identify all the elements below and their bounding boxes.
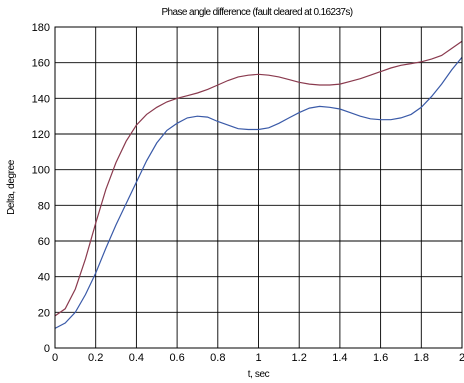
series-line-1 — [54, 40, 463, 317]
x-tick-label: 0.8 — [210, 352, 225, 364]
x-tick-labels: 0 0.2 0.4 0.6 0.8 1 1.2 1.4 1.6 1.8 2 — [52, 352, 464, 364]
y-tick-label: 80 — [38, 200, 50, 212]
y-tick-label: 160 — [32, 58, 50, 70]
x-tick-label: 1 — [255, 352, 261, 364]
plot-frame — [54, 26, 463, 349]
x-tick-label: 1.2 — [292, 352, 307, 364]
x-axis-label: t, sec — [248, 369, 270, 380]
y-tick-label: 100 — [32, 165, 50, 177]
y-tick-label: 180 — [32, 22, 50, 34]
series-line-2 — [54, 56, 463, 329]
y-axis-label: Delta, degree — [6, 159, 17, 215]
x-tick-label: 1.6 — [373, 352, 388, 364]
y-tick-label: 120 — [32, 129, 50, 141]
x-tick-label: 0.2 — [88, 352, 103, 364]
series-layer — [54, 40, 463, 329]
chart-title: Phase angle difference (fault cleared at… — [161, 7, 352, 18]
grid — [54, 26, 463, 349]
y-tick-label: 0 — [44, 343, 50, 355]
y-tick-label: 40 — [38, 272, 50, 284]
x-tick-label: 1.4 — [332, 352, 347, 364]
x-tick-label: 1.8 — [414, 352, 429, 364]
x-tick-label: 0 — [52, 352, 58, 364]
x-tick-label: 0.6 — [169, 352, 184, 364]
y-tick-label: 20 — [38, 307, 50, 319]
x-tick-label: 0.4 — [129, 352, 144, 364]
y-tick-labels: 0 20 40 60 80 100 120 140 160 180 — [32, 22, 50, 355]
y-tick-label: 60 — [38, 236, 50, 248]
y-tick-label: 140 — [32, 93, 50, 105]
x-tick-label: 2 — [459, 352, 464, 364]
